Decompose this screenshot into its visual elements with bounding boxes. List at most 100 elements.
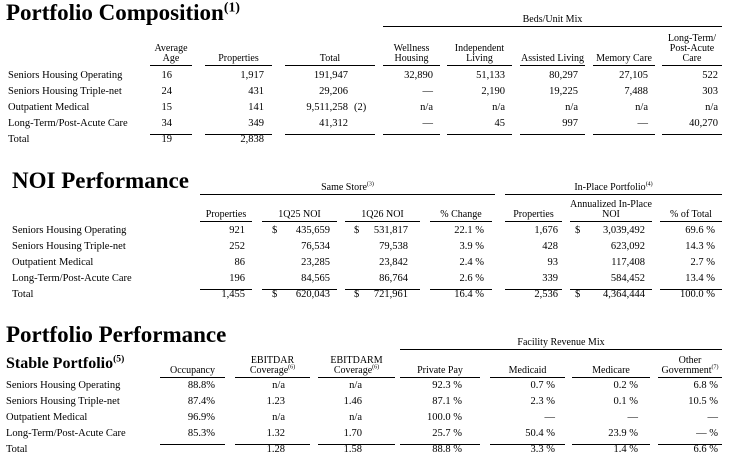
cell-note: (2) [354,102,367,113]
column-header: Independent Living [447,28,512,66]
column-header-text: % of Total [670,209,712,220]
row-label: Seniors Housing Triple-net [8,86,122,97]
column-header-wrap: Other Government(7) [658,356,722,376]
cell-value: 24 [161,86,173,97]
subtitle-note: (5) [113,353,125,365]
cell-value: 32,890 [404,70,433,81]
column-header-text: Properties [513,209,554,220]
currency-symbol: $ [354,289,360,300]
cell-value: 2.4 % [459,257,485,268]
column-header: Occupancy [160,352,225,378]
cell-value: 2,190 [481,86,505,97]
cell-value: 87.1 % [432,396,462,407]
cell-value: 84,565 [301,273,330,284]
column-header-wrap: Properties [218,54,259,64]
cell-value: 86,764 [379,273,408,284]
cell-value: 16.4 % [454,289,484,300]
cell-value: n/a [705,102,718,113]
row-label: Seniors Housing Triple-net [6,396,120,407]
cell-value: 100.0 % [427,412,462,423]
total-rule [400,444,480,445]
total-rule [570,289,652,290]
column-header: EBITDAR Coverage(6) [235,352,310,378]
row-label: Total [12,289,34,300]
cell-value: 1,455 [221,289,245,300]
column-header: Annualized In-Place NOI [570,196,652,222]
column-header: 1Q26 NOI [345,196,420,222]
column-header-wrap: Annualized In-Place NOI [570,200,652,220]
total-rule [205,134,272,135]
title-text: Portfolio Composition [6,0,224,25]
cell-value: 117,408 [611,257,645,268]
group-header: Beds/Unit Mix [383,14,722,27]
column-header-wrap: Memory Care [596,54,652,64]
row-label: Total [8,134,30,145]
total-rule [430,289,492,290]
cell-value: 88.8 % [432,444,462,455]
cell-value: 6.8 % [693,380,719,391]
group-header-text: In-Place Portfolio [574,182,646,193]
cell-value: 431 [248,86,264,97]
row-label: Outpatient Medical [8,102,90,113]
currency-symbol: $ [272,289,278,300]
cell-value: 45 [494,118,506,129]
section-title: NOI Performance [12,168,189,194]
cell-value: 50.4 % [525,428,555,439]
total-rule [200,289,252,290]
cell-value: 3,039,492 [603,225,645,236]
column-header-text: Medicare [592,365,630,376]
row-label: Seniors Housing Operating [8,70,123,81]
column-header: Long-Term/ Post-Acute Care [662,28,722,66]
cell-value: 623,092 [610,241,645,252]
column-header: Properties [205,28,272,66]
column-header-wrap: 1Q25 NOI [278,210,321,220]
cell-value: 435,659 [295,225,330,236]
column-header-text: Long-Term/ Post-Acute Care [667,33,717,64]
cell-value: 92.3 % [432,380,462,391]
column-header-wrap: 1Q26 NOI [361,210,404,220]
cell-value: — [422,118,434,129]
title-text: Portfolio Performance [6,322,227,347]
column-header-text: Wellness Housing [393,43,430,64]
column-header: Wellness Housing [383,28,440,66]
column-header-text: Average Age [154,43,188,64]
cell-value: — [707,412,719,423]
column-header-text: EBITDARM Coverage [330,355,383,376]
cell-value: 1,917 [240,70,264,81]
cell-value: 252 [229,241,245,252]
cell-value: 1.58 [343,444,362,455]
column-header-wrap: Wellness Housing [383,44,440,64]
column-header-wrap: Assisted Living [521,54,584,64]
column-header: % Change [430,196,492,222]
currency-symbol: $ [575,225,581,236]
column-header: Memory Care [593,28,655,66]
cell-value: 40,270 [689,118,718,129]
column-header-text: Other Government [661,355,712,376]
column-header-wrap: % of Total [670,210,712,220]
cell-value: n/a [420,102,433,113]
column-header-wrap: Properties [513,210,554,220]
column-header-wrap: Private Pay [417,366,463,376]
cell-value: 19,225 [549,86,578,97]
column-header: Medicaid [490,352,565,378]
cell-value: 14.3 % [685,241,715,252]
cell-value: 80,297 [549,70,578,81]
subtitle-text: Stable Portfolio [6,355,114,372]
column-header-text-note: (6) [288,364,296,371]
cell-value: 522 [702,70,718,81]
cell-value: 303 [702,86,718,97]
cell-value: 2,536 [534,289,558,300]
row-label: Seniors Housing Operating [12,225,127,236]
total-rule [572,444,650,445]
cell-value: — [627,412,639,423]
column-header: 1Q25 NOI [262,196,337,222]
cell-value: 1,676 [534,225,558,236]
column-header: % of Total [660,196,722,222]
cell-value: 93 [547,257,559,268]
row-label: Seniors Housing Triple-net [12,241,126,252]
cell-value: 339 [542,273,558,284]
total-rule [262,289,337,290]
cell-value: 997 [562,118,578,129]
column-header-wrap: Medicaid [509,366,547,376]
cell-value: 22.1 % [454,225,484,236]
